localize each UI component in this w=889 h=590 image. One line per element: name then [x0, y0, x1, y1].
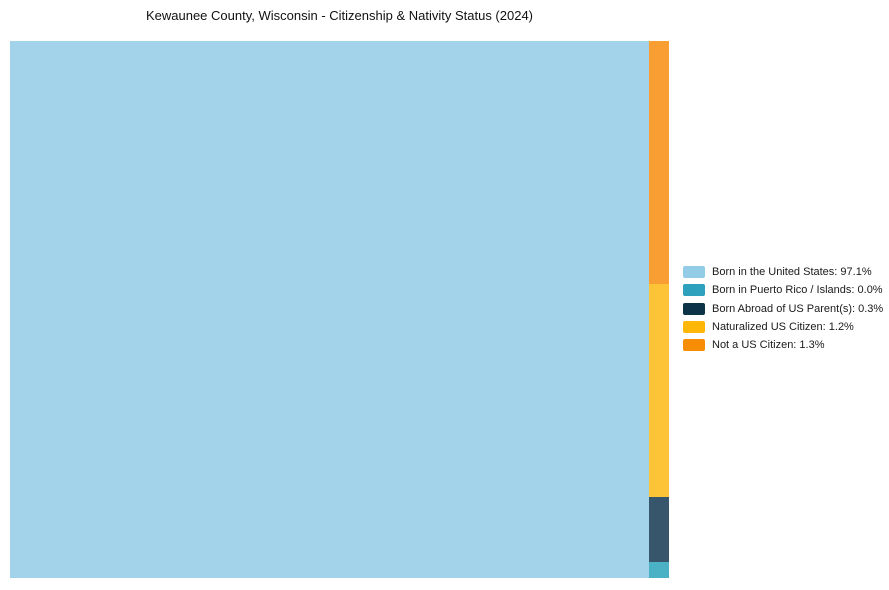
treemap-tile-born-abroad-of-us-parents[interactable]	[649, 497, 669, 562]
treemap-tile-born-in-us[interactable]	[10, 41, 649, 578]
legend-swatch-born-in-us	[683, 266, 705, 278]
legend-item-born-in-puerto-rico[interactable]: Born in Puerto Rico / Islands: 0.0%	[683, 284, 883, 297]
legend-swatch-not-a-citizen	[683, 339, 705, 352]
treemap-tile-born-in-puerto-rico-islands[interactable]	[649, 562, 669, 578]
treemap	[10, 41, 669, 578]
legend-label-naturalized: Naturalized US Citizen: 1.2%	[712, 320, 854, 333]
legend-swatch-born-abroad	[683, 302, 705, 315]
chart-title: Kewaunee County, Wisconsin - Citizenship…	[145, 8, 534, 23]
legend-item-born-in-us[interactable]: Born in the United States: 97.1%	[683, 266, 883, 278]
legend-label-born-in-puerto-rico: Born in Puerto Rico / Islands: 0.0%	[712, 284, 883, 297]
legend: Born in the United States: 97.1% Born in…	[683, 266, 884, 352]
legend-label-born-abroad: Born Abroad of US Parent(s): 0.3%	[712, 302, 884, 315]
legend-label-born-in-us: Born in the United States: 97.1%	[712, 266, 872, 278]
treemap-tile-not-a-us-citizen[interactable]	[649, 41, 669, 284]
legend-item-not-a-citizen[interactable]: Not a US Citizen: 1.3%	[683, 339, 883, 352]
legend-item-naturalized[interactable]: Naturalized US Citizen: 1.2%	[683, 320, 883, 333]
legend-swatch-naturalized	[683, 320, 705, 333]
treemap-tile-naturalized-us-citizen[interactable]	[649, 284, 669, 497]
legend-item-born-abroad[interactable]: Born Abroad of US Parent(s): 0.3%	[683, 302, 884, 315]
legend-label-not-a-citizen: Not a US Citizen: 1.3%	[712, 339, 825, 352]
legend-swatch-born-in-puerto-rico	[683, 284, 705, 297]
